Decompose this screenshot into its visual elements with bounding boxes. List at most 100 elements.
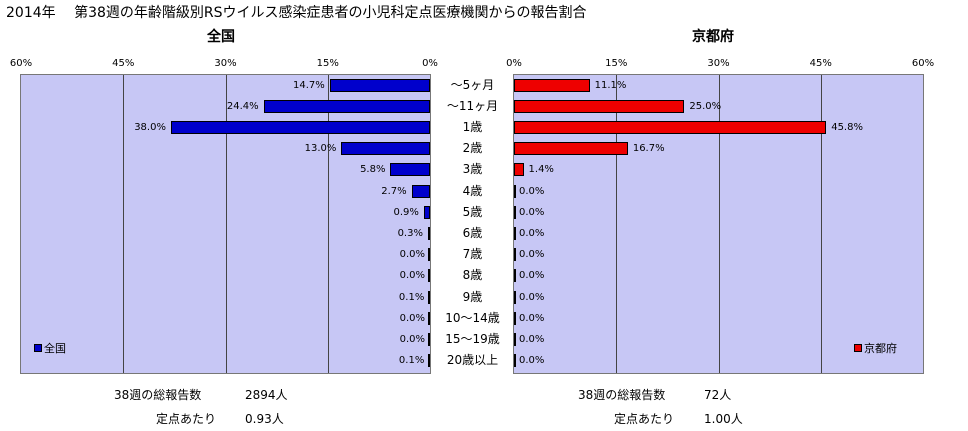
gridline — [718, 75, 720, 373]
data-label-kyoto: 11.1% — [594, 79, 627, 91]
data-label-national: 5.8% — [360, 164, 386, 176]
bar-kyoto — [514, 290, 516, 304]
x-tick-label: 45% — [112, 58, 135, 69]
data-label-kyoto: 0.0% — [519, 270, 545, 282]
panel-title-national: 全国 — [207, 29, 235, 45]
data-label-kyoto: 0.0% — [519, 355, 545, 367]
bar-kyoto — [514, 311, 516, 325]
data-label-kyoto: 0.0% — [519, 185, 545, 197]
bar-kyoto — [514, 184, 516, 198]
data-label-kyoto: 0.0% — [519, 291, 545, 303]
x-tick-label: 60% — [9, 58, 33, 69]
category-label: 1歳 — [462, 119, 483, 134]
bar-national — [428, 248, 430, 262]
data-label-national: 13.0% — [304, 143, 337, 155]
data-label-kyoto: 0.0% — [519, 333, 545, 345]
data-label-national: 24.4% — [226, 100, 259, 112]
kyoto-total-label: 38週の総報告数 — [578, 388, 666, 402]
gridline — [327, 75, 329, 373]
national-per-label: 定点あたり — [156, 412, 217, 426]
bar-national — [428, 332, 430, 346]
data-label-national: 0.1% — [398, 291, 425, 303]
data-label-kyoto: 25.0% — [689, 100, 722, 112]
bar-kyoto — [514, 226, 516, 240]
data-label-national: 14.7% — [293, 79, 325, 91]
category-label: 6歳 — [462, 225, 483, 240]
bar-kyoto — [514, 142, 628, 156]
data-label-national: 0.9% — [393, 206, 419, 218]
bar-national — [427, 226, 430, 240]
bar-national — [263, 99, 430, 113]
plot-area-national: 14.7% 24.4% 38.0% 13.0% 5.8% 2.7% 0.9% 0.3% 0.0%… — [20, 74, 431, 374]
category-label: 15～19歳 — [445, 331, 500, 346]
bar-kyoto — [514, 78, 590, 92]
bar-kyoto — [514, 163, 524, 177]
data-label-national: 0.3% — [397, 227, 423, 239]
data-label-kyoto: 0.0% — [519, 249, 545, 261]
category-label: 9歳 — [462, 289, 483, 304]
data-label-national: 0.0% — [399, 270, 425, 282]
kyoto-total-value: 72人 — [704, 388, 732, 402]
bar-kyoto — [514, 205, 516, 219]
bar-national — [341, 142, 430, 156]
kyoto-per-value: 1.00人 — [704, 412, 743, 426]
category-label: 20歳以上 — [446, 353, 499, 368]
bar-kyoto — [514, 99, 685, 113]
x-tick-label: 30% — [214, 58, 237, 69]
bar-kyoto — [514, 120, 827, 134]
legend-swatch-national — [34, 344, 42, 352]
bar-kyoto — [514, 332, 516, 346]
bar-national — [411, 184, 430, 198]
data-label-national: 38.0% — [134, 121, 166, 133]
national-total-value: 2894人 — [245, 388, 288, 402]
gridline — [616, 75, 618, 373]
legend-kyoto: 京都府 — [854, 340, 897, 356]
bar-national — [390, 163, 430, 177]
bar-kyoto — [514, 269, 516, 283]
data-label-kyoto: 0.0% — [519, 312, 545, 324]
bar-national — [428, 354, 430, 368]
legend-label-national: 全国 — [44, 342, 66, 355]
legend-swatch-kyoto — [854, 344, 862, 352]
gridline — [225, 75, 227, 373]
gridline — [820, 75, 822, 373]
category-label: 4歳 — [462, 183, 483, 198]
category-label: 7歳 — [462, 247, 483, 262]
category-label: ～11ヶ月 — [446, 98, 499, 113]
data-label-kyoto: 0.0% — [519, 206, 545, 218]
x-tick-label: 15% — [316, 58, 339, 69]
category-label: 5歳 — [462, 204, 483, 219]
legend-label-kyoto: 京都府 — [864, 342, 897, 355]
data-label-national: 0.1% — [398, 355, 425, 367]
bar-national — [423, 205, 430, 219]
category-label: 10～14歳 — [445, 310, 500, 325]
bar-national — [428, 290, 430, 304]
bar-kyoto — [514, 248, 516, 262]
panel-title-kyoto: 京都府 — [692, 29, 734, 45]
plot-area-kyoto: 11.1% 25.0% 45.8% 16.7% 1.4% 0.0% 0.0% 0.0% 0.0%… — [513, 74, 924, 374]
x-tick-label: 0% — [506, 58, 522, 69]
category-label: 2歳 — [462, 141, 483, 156]
category-label: 3歳 — [462, 162, 483, 177]
national-per-value: 0.93人 — [245, 412, 284, 426]
data-label-national: 0.0% — [399, 312, 425, 324]
bar-national — [170, 120, 430, 134]
data-label-national: 2.7% — [381, 185, 407, 197]
bar-kyoto — [514, 354, 516, 368]
x-tick-label: 0% — [422, 58, 438, 69]
x-tick-label: 45% — [809, 58, 832, 69]
data-label-national: 0.0% — [399, 333, 425, 345]
data-label-national: 0.0% — [399, 249, 425, 261]
bar-national — [428, 269, 430, 283]
kyoto-per-label: 定点あたり — [614, 412, 675, 426]
category-label: 8歳 — [462, 268, 483, 283]
data-label-kyoto: 0.0% — [519, 227, 545, 239]
gridline — [123, 75, 125, 373]
legend-national: 全国 — [34, 340, 66, 356]
x-tick-label: 15% — [605, 58, 628, 69]
bar-national — [428, 311, 430, 325]
bar-national — [329, 78, 430, 92]
chart-title: 2014年 第38週の年齢階級別RSウイルス感染症患者の小児科定点医療機関からの… — [6, 5, 587, 21]
national-total-label: 38週の総報告数 — [114, 388, 202, 402]
data-label-kyoto: 16.7% — [632, 143, 665, 155]
